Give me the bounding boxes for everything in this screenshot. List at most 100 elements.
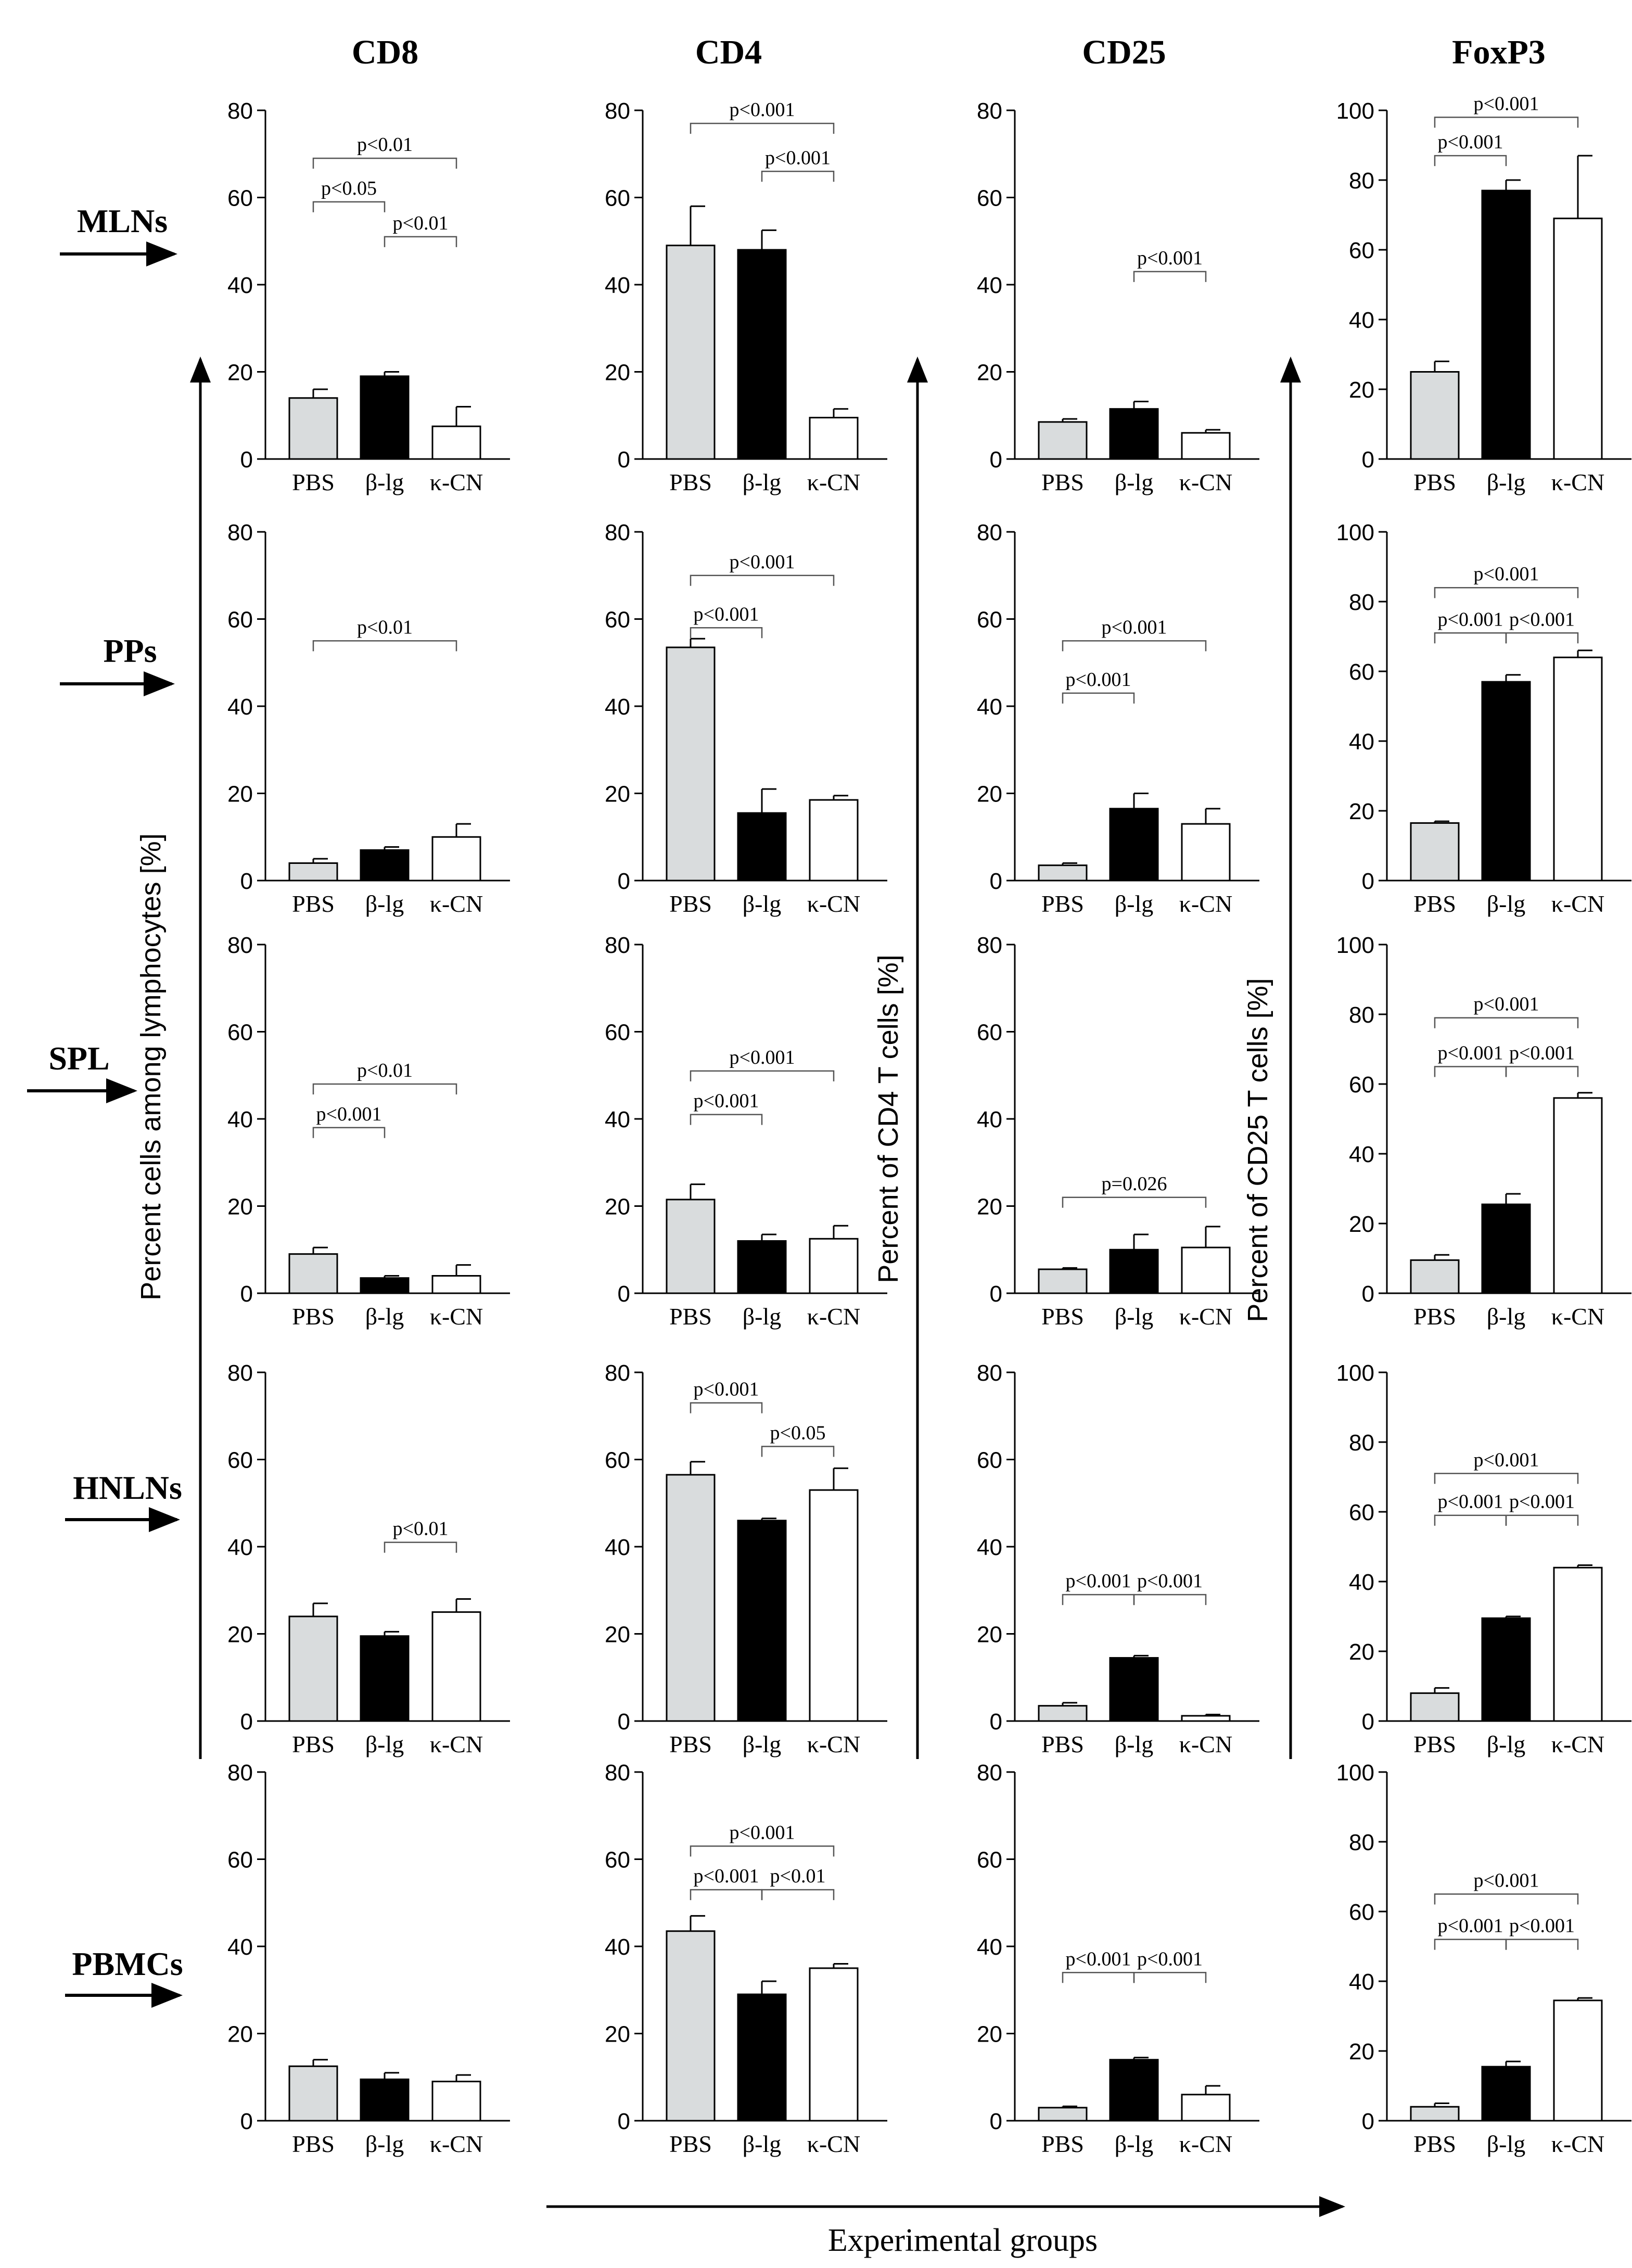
y-tick-label: 80 [605,1360,630,1386]
y-tick-label: 20 [1349,1639,1374,1665]
x-tick-label: κ-CN [430,890,483,917]
x-tick-label: β-lg [1487,2131,1526,2157]
y-tick-label: 0 [618,1281,630,1307]
bar-1 [666,1930,716,2122]
x-tick-label: PBS [292,890,335,917]
bar-1 [288,1615,338,1722]
x-tick-label: κ-CN [1179,1731,1232,1757]
significance-bracket [761,171,835,182]
significance-label: p=0.026 [1102,1173,1167,1195]
x-tick-label: PBS [1413,2131,1456,2157]
panel-foxp3-pps: 0 20 40 60 80 100 PBS β-lg κ-CN p<0.001 p<0.001 p<0… [1336,520,1631,917]
bar-3 [809,1238,859,1294]
x-tick-label: κ-CN [1179,890,1232,917]
x-tick-label: β-lg [365,1731,404,1757]
y-tick-label: 0 [1362,2109,1374,2134]
bar-2 [1109,1248,1159,1294]
y-tick-label: 60 [605,1020,630,1046]
x-tick-label: PBS [1413,1731,1456,1757]
significance-label: p<0.01 [357,1060,413,1081]
x-tick-label: κ-CN [1551,1731,1604,1757]
significance-bracket [1505,1066,1579,1077]
significance-bracket [312,157,457,169]
significance-bracket [1434,632,1507,644]
y-tick-label: 80 [977,1760,1002,1786]
y-axis-title-lymphocytes: Percent cells among lymphocytes [%] [135,833,167,1300]
y-tick-label: 20 [977,1194,1002,1220]
x-tick-label: κ-CN [430,1731,483,1757]
significance-label: p<0.001 [1066,1570,1131,1592]
column-header-foxp3: FoxP3 [1452,33,1546,71]
significance-label: p<0.01 [357,616,413,638]
significance-label: p<0.01 [393,212,449,234]
y-tick-label: 60 [977,1020,1002,1046]
bar-3 [809,416,859,460]
bar-1 [1410,822,1460,882]
significance-bracket [312,1127,386,1138]
panel-cd25-hnlns: 0 20 40 60 80 PBS β-lg κ-CN p<0.001 p<0.001 [977,1360,1259,1757]
column-header-cd8: CD8 [352,33,418,71]
x-tick-label: κ-CN [430,469,483,495]
x-tick-label: PBS [1041,1731,1084,1757]
x-tick-label: κ-CN [1179,2131,1232,2157]
bar-2 [360,1277,410,1294]
bar-1 [1410,1259,1460,1294]
x-tick-label: κ-CN [807,1731,860,1757]
bar-3 [1181,1715,1231,1722]
y-tick-label: 60 [977,607,1002,633]
significance-bracket [690,1070,835,1081]
bar-1 [666,646,716,882]
significance-label: p<0.001 [1474,993,1539,1015]
y-tick-label: 60 [1349,1500,1374,1525]
y-tick-label: 100 [1336,1360,1374,1386]
y-tick-label: 60 [977,1847,1002,1873]
row-label-pbmcs: PBMCs [72,1945,183,1982]
x-tick-label: β-lg [365,1303,404,1330]
y-axis-title-cd25: Percent of CD25 T cells [%] [1242,978,1273,1322]
significance-bracket [1434,1514,1507,1526]
bar-3 [1181,1246,1231,1294]
y-tick-label: 40 [605,694,630,720]
bar-2 [360,849,410,882]
significance-label: p<0.001 [1137,1948,1203,1970]
y-tick-label: 20 [605,1622,630,1648]
x-tick-label: β-lg [1115,1731,1154,1757]
y-tick-label: 40 [227,1934,253,1960]
bar-2 [1481,189,1531,460]
significance-bracket [690,122,835,134]
panel-cd25-pbmcs: 0 20 40 60 80 PBS β-lg κ-CN p<0.001 p<0.001 [977,1760,1259,2157]
bar-3 [1181,432,1231,460]
panel-cd4-spl: 0 20 40 60 80 PBS β-lg κ-CN p<0.001 p<0.001 [605,933,887,1330]
y-tick-label: 0 [990,2109,1002,2134]
panel-cd25-pps: 0 20 40 60 80 PBS β-lg κ-CN p<0.001 p<0.001 [977,520,1259,917]
significance-bracket [1062,1594,1135,1606]
y-tick-label: 80 [977,1360,1002,1386]
y-tick-label: 0 [990,1709,1002,1735]
y-tick-label: 0 [240,1709,253,1735]
x-tick-label: β-lg [365,890,404,917]
y-tick-label: 80 [605,520,630,545]
y-tick-label: 60 [605,1847,630,1873]
y-tick-label: 20 [227,782,253,807]
x-tick-label: β-lg [743,890,782,917]
y-tick-label: 0 [990,447,1002,473]
significance-label: p<0.001 [694,1379,759,1400]
row-label-pps: PPs [103,632,157,669]
y-tick-label: 20 [605,1194,630,1220]
significance-label: p<0.001 [1438,1042,1503,1064]
y-tick-label: 20 [1349,2039,1374,2065]
y-tick-label: 0 [618,869,630,894]
y-tick-label: 60 [227,607,253,633]
bar-2 [360,2078,410,2122]
significance-bracket [761,1446,835,1457]
y-tick-label: 80 [1349,1830,1374,1855]
y-tick-label: 40 [227,1535,253,1560]
y-tick-label: 20 [977,1622,1002,1648]
significance-bracket [384,1541,457,1553]
bar-3 [431,1275,481,1294]
significance-label: p<0.001 [1509,608,1575,630]
x-tick-label: PBS [292,1303,335,1330]
y-tick-label: 40 [227,1107,253,1132]
y-tick-label: 80 [1349,1002,1374,1028]
significance-label: p<0.001 [1438,608,1503,630]
